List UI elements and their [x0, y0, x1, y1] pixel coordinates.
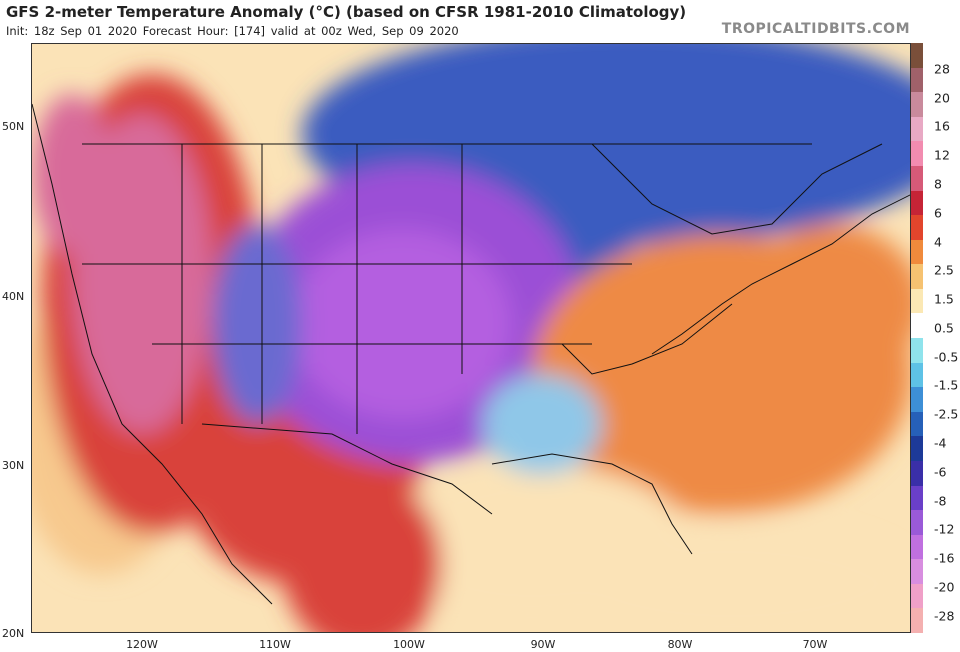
- colorbar-cell: [911, 288, 923, 314]
- colorbar-cell: [911, 387, 923, 413]
- atlantic-coast: [651, 194, 910, 355]
- colorbar-cell: [911, 165, 923, 191]
- colorbar-cell: [911, 583, 923, 609]
- colorbar-label: 8: [934, 176, 942, 192]
- colorbar-label: 28: [934, 61, 950, 77]
- lat-label-20n: 20N: [2, 627, 25, 640]
- colorbar-cell: [911, 460, 923, 486]
- lon-label-100w: 100W: [393, 638, 425, 651]
- gulf-coast: [491, 453, 693, 555]
- colorbar-cell: [911, 313, 923, 339]
- lon-label-90w: 90W: [530, 638, 556, 651]
- colorbar-label: 4: [934, 234, 942, 250]
- colorbar-label: 12: [934, 147, 950, 163]
- colorbar-cell: [911, 608, 923, 634]
- lat-label-50n: 50N: [2, 120, 25, 133]
- colorbar-label: 16: [934, 118, 950, 134]
- colorbar-cell: [911, 559, 923, 585]
- anomaly-map-svg: [32, 44, 910, 632]
- colorbar-label: -12: [934, 521, 955, 537]
- colorbar-label: -0.5: [934, 349, 959, 365]
- colorbar-label: -28: [934, 608, 955, 624]
- colorbar-cell: [911, 264, 923, 290]
- state-line: [591, 143, 883, 235]
- lat-label-30n: 30N: [2, 459, 25, 472]
- lon-label-70w: 70W: [802, 638, 828, 651]
- colorbar-cell: [911, 510, 923, 536]
- colorbar-label: -2.5: [934, 406, 959, 422]
- us-mexico-border: [201, 423, 493, 515]
- lon-label-120w: 120W: [126, 638, 158, 651]
- colorbar-cell: [911, 485, 923, 511]
- colorbar-label: 2.5: [934, 262, 954, 278]
- colorbar-cell: [911, 411, 923, 437]
- colorbar-cell: [911, 43, 923, 69]
- colorbar-label: 20: [934, 90, 950, 106]
- colorbar-cell: [911, 362, 923, 388]
- colorbar-cell: [911, 116, 923, 142]
- colorbar-cell: [911, 92, 923, 118]
- colorbar-cell: [911, 141, 923, 167]
- lat-label-40n: 40N: [2, 290, 25, 303]
- colorbar-cell: [911, 215, 923, 241]
- anomaly-map: [31, 43, 911, 633]
- colorbar-cell: [911, 338, 923, 364]
- colorbar-label: -4: [934, 435, 947, 451]
- chart-title: GFS 2-meter Temperature Anomaly (°C) (ba…: [6, 3, 687, 21]
- colorbar-label: -16: [934, 550, 955, 566]
- political-boundaries: [32, 103, 910, 605]
- colorbar-cell: [911, 239, 923, 265]
- chart-subtitle: Init: 18z Sep 01 2020 Forecast Hour: [17…: [6, 24, 459, 38]
- colorbar-label: 1.5: [934, 291, 954, 307]
- colorbar-label: -1.5: [934, 377, 959, 393]
- colorbar-label: -8: [934, 493, 947, 509]
- colorbar-label: -20: [934, 579, 955, 595]
- pacific-coast: [32, 103, 273, 605]
- colorbar-cell: [911, 436, 923, 462]
- lon-label-110w: 110W: [259, 638, 291, 651]
- colorbar-cell: [911, 67, 923, 93]
- colorbar: 28 20 16 12 8 6 4 2.5 1.5 0.5 -0.5 -1.5 -2.5 -4 -6 -8 -1…: [911, 43, 960, 634]
- colorbar-label: -6: [934, 464, 947, 480]
- colorbar-cell: [911, 534, 923, 560]
- brand-watermark: TROPICALTIDBITS.COM: [721, 21, 910, 37]
- state-line: [561, 303, 733, 375]
- colorbar-label: 6: [934, 205, 942, 221]
- anomaly-field: [32, 44, 910, 632]
- lon-label-80w: 80W: [667, 638, 693, 651]
- colorbar-cell: [911, 190, 923, 216]
- colorbar-label: 0.5: [934, 320, 954, 336]
